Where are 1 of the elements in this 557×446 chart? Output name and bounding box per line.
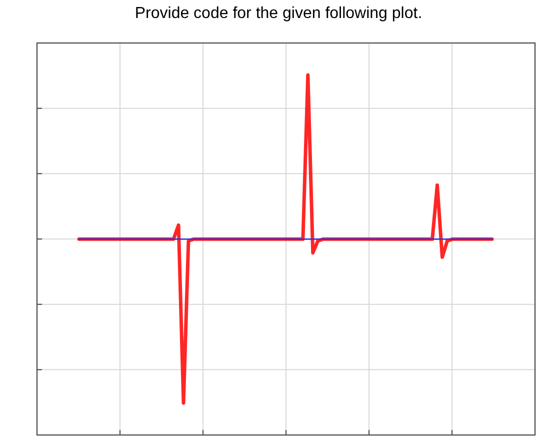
chart-title: Provide code for the given following plot. [134,5,422,22]
